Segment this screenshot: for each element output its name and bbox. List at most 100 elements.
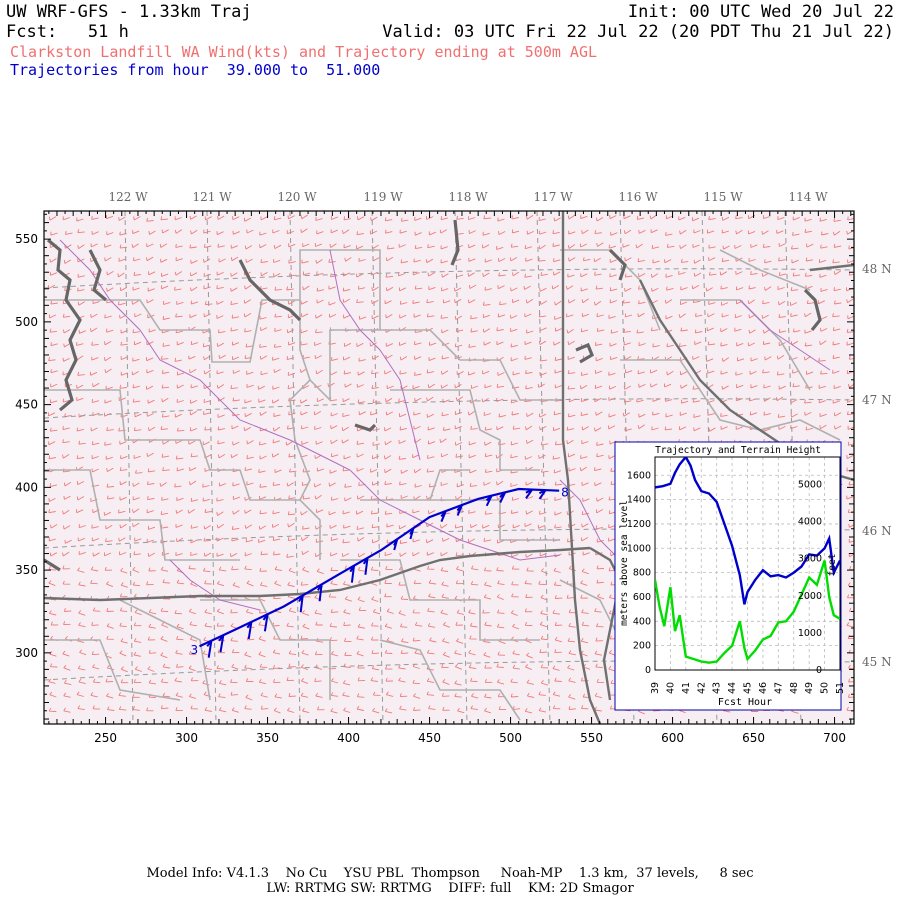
wind-barb (217, 426, 225, 431)
wind-barb (400, 217, 409, 222)
trajectory-arrow (525, 488, 534, 499)
wind-barb (162, 315, 170, 320)
wind-barb (693, 259, 701, 264)
wind-barb (512, 425, 521, 430)
wind-barb (749, 370, 757, 375)
wind-barb (106, 693, 114, 699)
wind-barb (342, 356, 351, 361)
wind-barb (384, 579, 392, 584)
wind-barb (49, 663, 58, 668)
wind-barb (510, 678, 518, 684)
wind-barb (820, 327, 828, 332)
wind-barb (92, 678, 101, 684)
wind-barb (440, 524, 448, 529)
wind-barb (581, 440, 589, 445)
wind-barb (243, 217, 252, 222)
wind-barb (454, 524, 463, 529)
wind-barb (273, 216, 282, 221)
wind-barb (132, 329, 140, 334)
wind-barb (635, 243, 643, 249)
wind-barb (106, 271, 114, 276)
wind-barb (386, 637, 394, 643)
wind-barb (650, 327, 659, 332)
wind-barb (593, 300, 602, 306)
wind-barb (343, 524, 351, 529)
wind-barb (288, 341, 296, 346)
wind-barb (272, 229, 280, 234)
wind-barb (401, 638, 409, 644)
wind-barb (50, 231, 58, 236)
wind-barb (219, 482, 227, 487)
inset-y-tick-right: 2000 (798, 591, 822, 602)
wind-barb (329, 623, 337, 628)
wind-barb (524, 245, 533, 250)
wind-barb (497, 539, 505, 544)
wind-barb (467, 538, 476, 543)
wind-barb (246, 440, 254, 445)
wind-barb (790, 287, 799, 292)
wind-barb (49, 271, 58, 276)
longitude-label: 115 W (703, 190, 743, 204)
wind-barb (175, 313, 183, 318)
wind-barb (789, 301, 798, 306)
wind-barb (664, 299, 673, 304)
wind-barb (567, 664, 575, 671)
wind-barb (582, 551, 590, 556)
wind-barb (412, 609, 421, 614)
wind-barb (273, 258, 281, 263)
wind-barb (554, 300, 562, 306)
wind-barb (498, 272, 506, 277)
wind-barb (427, 607, 435, 613)
wind-barb (623, 229, 632, 235)
inset-y-tick: 0 (645, 665, 651, 676)
wind-barb (217, 649, 225, 654)
wind-barb (174, 271, 183, 276)
wind-barb (819, 413, 827, 418)
wind-barb (161, 397, 169, 403)
wind-barb (749, 411, 758, 416)
wind-barb (342, 398, 350, 403)
wind-barb (454, 315, 463, 320)
wind-barb (734, 327, 742, 332)
wind-barb (331, 496, 339, 501)
wind-barb (386, 245, 395, 250)
wind-barb (146, 581, 154, 586)
wind-barb (762, 300, 770, 305)
wind-barb (49, 691, 57, 698)
wind-barb (512, 623, 520, 630)
wind-barb (385, 342, 393, 347)
wind-barb (273, 664, 281, 669)
wind-barb (50, 369, 58, 374)
wind-barb (90, 692, 98, 698)
wind-barb (510, 399, 519, 404)
wind-barb (287, 522, 295, 528)
wind-barb (608, 244, 617, 249)
wind-barb (245, 694, 253, 701)
wind-barb (356, 525, 365, 530)
wind-barb (652, 259, 660, 264)
wind-barb (176, 467, 184, 472)
wind-barb (301, 259, 309, 264)
wind-barb (553, 217, 561, 222)
wind-barb (525, 298, 534, 304)
wind-barb (399, 314, 407, 319)
wind-barb (343, 707, 351, 713)
wind-barb (62, 439, 70, 444)
wind-barb (580, 371, 589, 376)
wind-barb (526, 230, 534, 235)
wind-barb (483, 481, 491, 486)
wind-barb (132, 581, 141, 587)
wind-barb (315, 440, 323, 445)
wind-barb (330, 537, 339, 542)
inset-y-tick: 1000 (627, 543, 651, 554)
wind-barb (232, 495, 241, 500)
wind-barb (189, 621, 197, 627)
x-tick-label: 550 (580, 731, 603, 745)
wind-barb (510, 454, 518, 459)
wind-barb (554, 441, 563, 446)
wind-barb (47, 412, 56, 417)
wind-barb (441, 273, 449, 278)
wind-barb (399, 413, 407, 418)
wind-barb (610, 329, 619, 334)
wind-barb (580, 638, 589, 644)
